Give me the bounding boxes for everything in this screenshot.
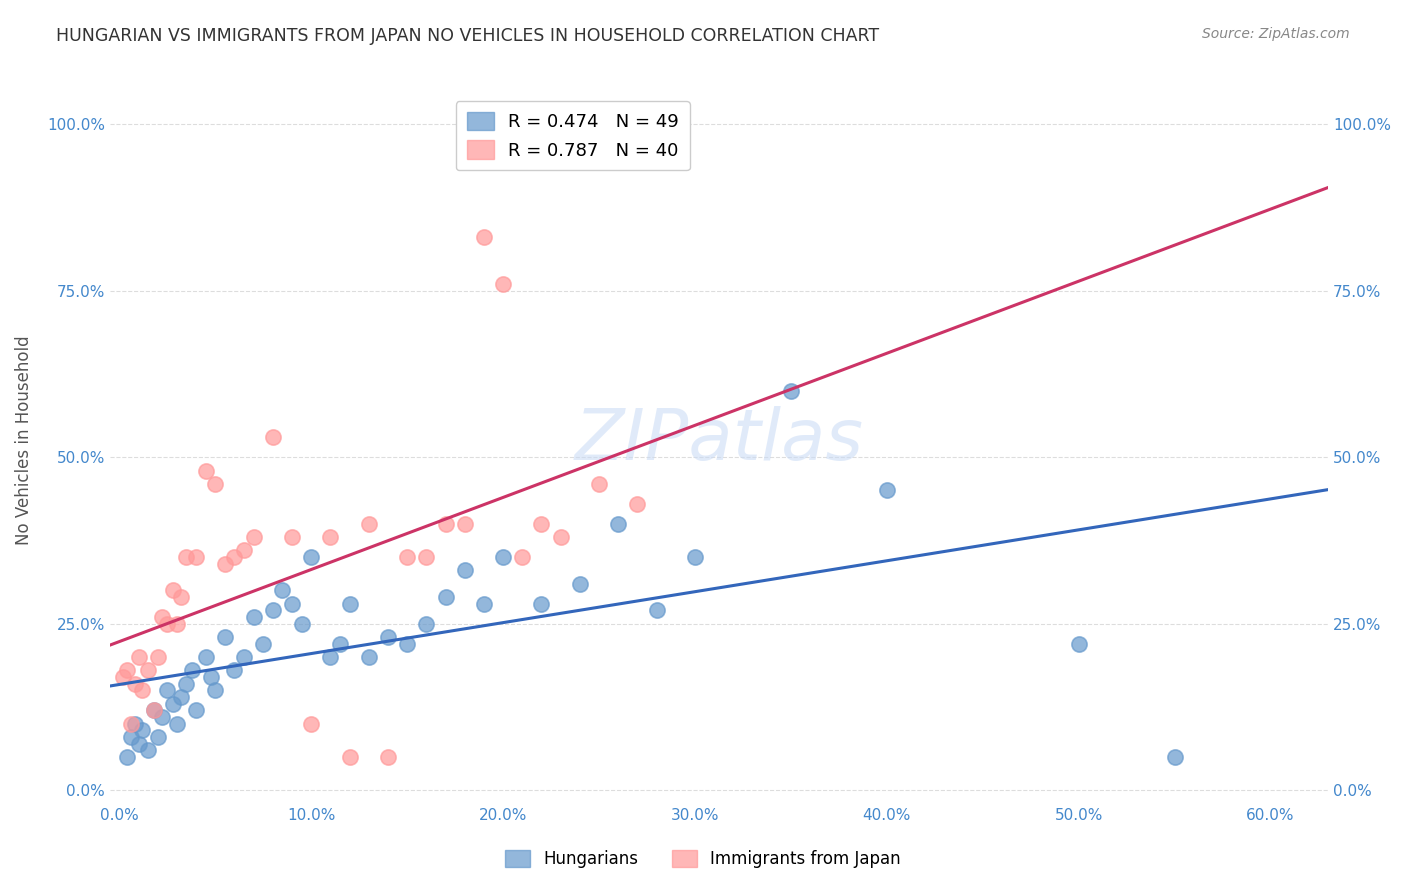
Hungarians [454, 564, 477, 578]
Immigrants from Japan [299, 716, 322, 731]
Immigrants from Japan [454, 516, 477, 531]
Immigrants from Japan [142, 703, 165, 717]
Hungarians [204, 683, 226, 698]
Immigrants from Japan [415, 550, 437, 565]
Hungarians [396, 637, 419, 651]
Hungarians [162, 697, 184, 711]
Hungarians [233, 650, 256, 665]
Hungarians [645, 603, 668, 617]
Hungarians [434, 590, 457, 604]
Immigrants from Japan [357, 516, 380, 531]
Hungarians [357, 650, 380, 665]
Immigrants from Japan [214, 557, 236, 571]
Hungarians [176, 676, 198, 690]
Hungarians [214, 630, 236, 644]
Hungarians [568, 576, 591, 591]
Text: HUNGARIAN VS IMMIGRANTS FROM JAPAN NO VEHICLES IN HOUSEHOLD CORRELATION CHART: HUNGARIAN VS IMMIGRANTS FROM JAPAN NO VE… [56, 27, 879, 45]
Hungarians [146, 730, 169, 744]
Immigrants from Japan [339, 750, 361, 764]
Immigrants from Japan [319, 530, 342, 544]
Immigrants from Japan [204, 476, 226, 491]
Hungarians [224, 664, 246, 678]
Immigrants from Japan [156, 616, 179, 631]
Immigrants from Japan [124, 676, 146, 690]
Hungarians [136, 743, 159, 757]
Hungarians [124, 716, 146, 731]
Hungarians [281, 597, 304, 611]
Immigrants from Japan [262, 430, 284, 444]
Immigrants from Japan [176, 550, 198, 565]
Hungarians [291, 616, 314, 631]
Immigrants from Japan [184, 550, 207, 565]
Immigrants from Japan [120, 716, 142, 731]
Immigrants from Japan [128, 650, 150, 665]
Hungarians [150, 710, 173, 724]
Hungarians [607, 516, 630, 531]
Immigrants from Japan [136, 664, 159, 678]
Immigrants from Japan [112, 670, 135, 684]
Immigrants from Japan [396, 550, 419, 565]
Hungarians [780, 384, 803, 398]
Immigrants from Japan [510, 550, 533, 565]
Immigrants from Japan [472, 230, 495, 244]
Legend: Hungarians, Immigrants from Japan: Hungarians, Immigrants from Japan [499, 843, 907, 875]
Immigrants from Japan [146, 650, 169, 665]
Hungarians [262, 603, 284, 617]
Hungarians [166, 716, 188, 731]
Immigrants from Japan [131, 683, 153, 698]
Hungarians [156, 683, 179, 698]
Hungarians [1067, 637, 1090, 651]
Immigrants from Japan [626, 497, 648, 511]
Hungarians [1163, 750, 1185, 764]
Hungarians [492, 550, 515, 565]
Immigrants from Japan [242, 530, 264, 544]
Immigrants from Japan [166, 616, 188, 631]
Immigrants from Japan [233, 543, 256, 558]
Text: ZIPatlas: ZIPatlas [575, 406, 863, 475]
Hungarians [115, 750, 138, 764]
Hungarians [242, 610, 264, 624]
Immigrants from Japan [115, 664, 138, 678]
Hungarians [683, 550, 706, 565]
Hungarians [530, 597, 553, 611]
Hungarians [415, 616, 437, 631]
Hungarians [184, 703, 207, 717]
Immigrants from Japan [162, 583, 184, 598]
Immigrants from Japan [492, 277, 515, 291]
Hungarians [252, 637, 274, 651]
Text: Source: ZipAtlas.com: Source: ZipAtlas.com [1202, 27, 1350, 41]
Hungarians [377, 630, 399, 644]
Immigrants from Japan [150, 610, 173, 624]
Hungarians [142, 703, 165, 717]
Hungarians [299, 550, 322, 565]
Hungarians [329, 637, 352, 651]
Immigrants from Japan [530, 516, 553, 531]
Immigrants from Japan [194, 463, 217, 477]
Legend: R = 0.474   N = 49, R = 0.787   N = 40: R = 0.474 N = 49, R = 0.787 N = 40 [456, 101, 690, 170]
Immigrants from Japan [224, 550, 246, 565]
Immigrants from Japan [377, 750, 399, 764]
Hungarians [200, 670, 222, 684]
Hungarians [170, 690, 193, 704]
Immigrants from Japan [588, 476, 610, 491]
Hungarians [131, 723, 153, 738]
Y-axis label: No Vehicles in Household: No Vehicles in Household [15, 335, 32, 545]
Hungarians [319, 650, 342, 665]
Hungarians [472, 597, 495, 611]
Immigrants from Japan [434, 516, 457, 531]
Hungarians [120, 730, 142, 744]
Hungarians [128, 737, 150, 751]
Immigrants from Japan [550, 530, 572, 544]
Immigrants from Japan [170, 590, 193, 604]
Hungarians [181, 664, 204, 678]
Immigrants from Japan [281, 530, 304, 544]
Hungarians [339, 597, 361, 611]
Hungarians [271, 583, 294, 598]
Hungarians [876, 483, 898, 498]
Hungarians [194, 650, 217, 665]
